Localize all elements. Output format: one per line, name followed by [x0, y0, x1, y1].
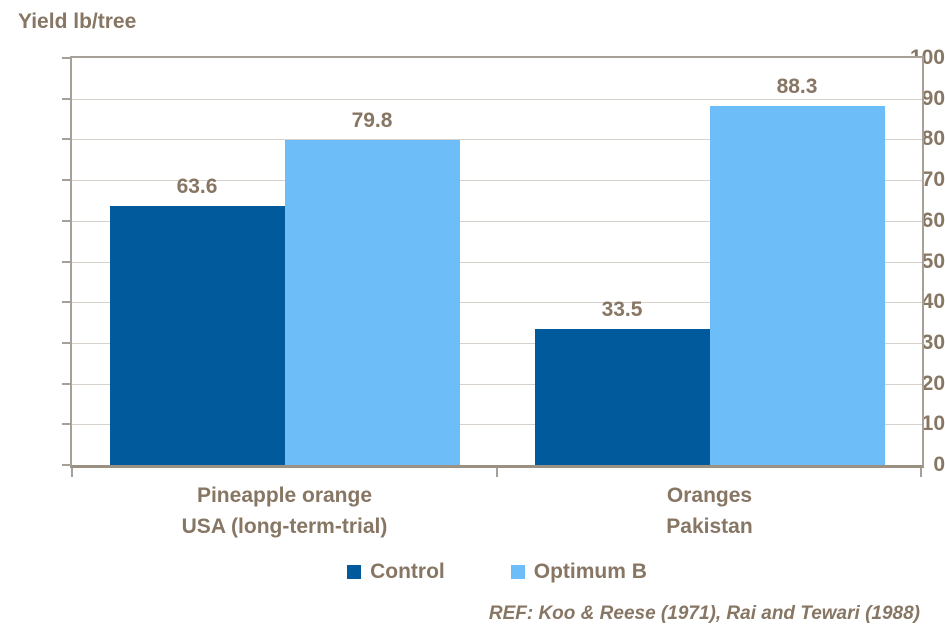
x-tick-mark	[71, 468, 73, 477]
legend-swatch-optimum-b	[510, 565, 525, 579]
x-tick-mark	[920, 468, 922, 477]
y-tick-label: 90	[921, 86, 945, 110]
legend: Control Optimum B	[72, 560, 922, 584]
y-tick-mark	[62, 57, 71, 59]
y-tick-label: 40	[921, 290, 945, 314]
x-axis-labels: Pineapple orange USA (long-term-trial) Ora…	[72, 480, 922, 542]
y-tick-label: 80	[921, 127, 945, 151]
y-axis-title: Yield lb/tree	[18, 10, 137, 33]
y-tick-label: 30	[921, 330, 945, 354]
gridline	[72, 139, 922, 141]
gridline	[72, 342, 922, 344]
gridline	[72, 302, 922, 304]
gridline	[72, 180, 922, 182]
y-tick-mark	[62, 260, 71, 263]
y-tick-label: 20	[921, 371, 945, 395]
y-tick-mark	[62, 382, 71, 385]
gridline	[72, 424, 922, 426]
y-tick-label: 50	[921, 249, 945, 273]
bar-value-label: 33.5	[601, 297, 643, 321]
legend-swatch-control	[347, 565, 362, 579]
reference-text: REF: Koo & Reese (1971), Rai and Tewari …	[488, 603, 920, 624]
y-tick-label: 10	[921, 412, 945, 436]
gridline	[72, 98, 922, 100]
y-tick-mark	[62, 464, 71, 466]
y-tick-mark	[62, 97, 71, 100]
bar-control-pineapple-orange	[109, 206, 285, 465]
y-tick-label: 70	[921, 168, 945, 192]
gridline	[72, 220, 922, 222]
gridline	[72, 261, 922, 263]
y-tick-mark	[62, 219, 71, 222]
legend-item-optimum-b: Optimum B	[510, 560, 647, 584]
x-category-label: Oranges Pakistan	[497, 480, 922, 542]
y-tick-label: 60	[921, 208, 945, 232]
bar-value-label: 79.8	[351, 109, 393, 133]
x-category-label-line: Oranges	[666, 484, 753, 507]
bar-value-label: 88.3	[776, 74, 818, 98]
plot-area: 63.6 79.8 33.5 88.3	[70, 56, 924, 468]
x-category-label-line: Pineapple orange	[196, 484, 373, 507]
bar-optimum-b-pineapple-orange	[284, 140, 460, 465]
bar-optimum-b-oranges	[709, 105, 885, 465]
y-tick-mark	[62, 423, 71, 426]
x-category-label: Pineapple orange USA (long-term-trial)	[72, 480, 497, 542]
legend-label: Control	[370, 560, 445, 583]
y-tick-mark	[62, 341, 71, 344]
bar-control-oranges	[534, 328, 710, 465]
y-tick-mark	[62, 179, 71, 182]
y-tick-label: 0	[933, 453, 945, 476]
legend-label: Optimum B	[533, 560, 647, 583]
y-tick-mark	[62, 301, 71, 304]
legend-item-control: Control	[347, 560, 445, 584]
x-tick-mark	[496, 468, 498, 477]
bar-value-label: 63.6	[176, 175, 218, 199]
y-tick-mark	[62, 138, 71, 141]
x-category-label-line: USA (long-term-trial)	[181, 515, 388, 538]
x-category-label-line: Pakistan	[666, 515, 753, 538]
gridline	[72, 383, 922, 385]
